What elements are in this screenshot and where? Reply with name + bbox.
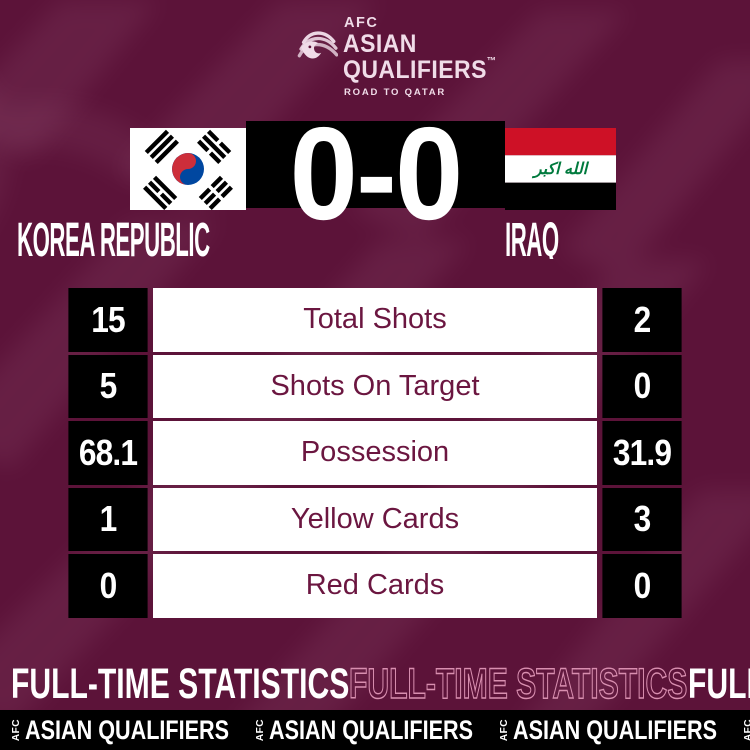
svg-text:الله اكبر: الله اكبر bbox=[531, 161, 590, 179]
